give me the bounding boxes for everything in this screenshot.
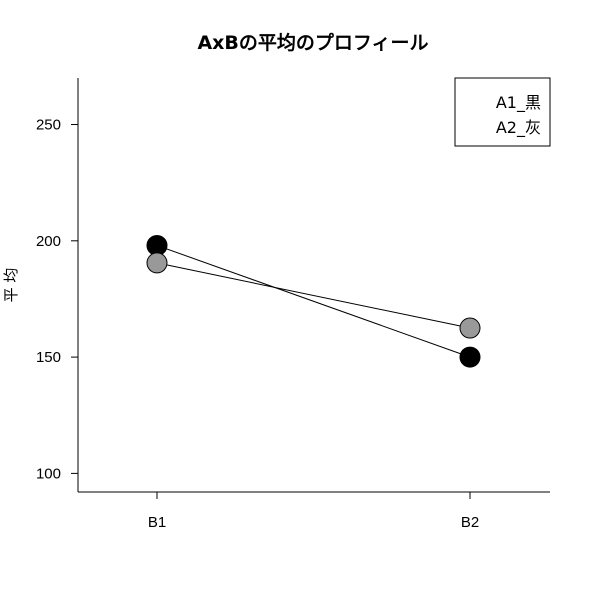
legend-entry-a1: A1_黒 bbox=[496, 93, 541, 113]
y-axis-label: 平 均 bbox=[2, 268, 20, 303]
y-tick-label: 100 bbox=[36, 465, 61, 482]
legend-box bbox=[454, 77, 551, 147]
series-lines bbox=[156, 244, 471, 358]
legend-entry-a2: A2_灰 bbox=[496, 118, 541, 138]
y-axis-ticks: 100 150 200 250 bbox=[36, 117, 78, 482]
x-tick-label: B2 bbox=[461, 514, 479, 531]
x-tick-label: B1 bbox=[148, 514, 166, 531]
data-point-series2-b2 bbox=[459, 317, 481, 339]
data-point-series2-b1 bbox=[146, 252, 168, 274]
series-points bbox=[146, 234, 481, 368]
series-line-1 bbox=[156, 244, 471, 358]
data-point-series1-b2 bbox=[459, 346, 481, 368]
y-tick-label: 150 bbox=[36, 349, 61, 366]
legend: A1_黒 A2_灰 bbox=[454, 77, 551, 147]
y-tick-label: 200 bbox=[36, 233, 61, 250]
y-tick-label: 250 bbox=[36, 117, 61, 134]
series-line-2 bbox=[156, 262, 471, 329]
x-axis-ticks: B1 B2 bbox=[148, 492, 479, 531]
chart-title: AxBの平均のプロフィール bbox=[197, 31, 428, 54]
